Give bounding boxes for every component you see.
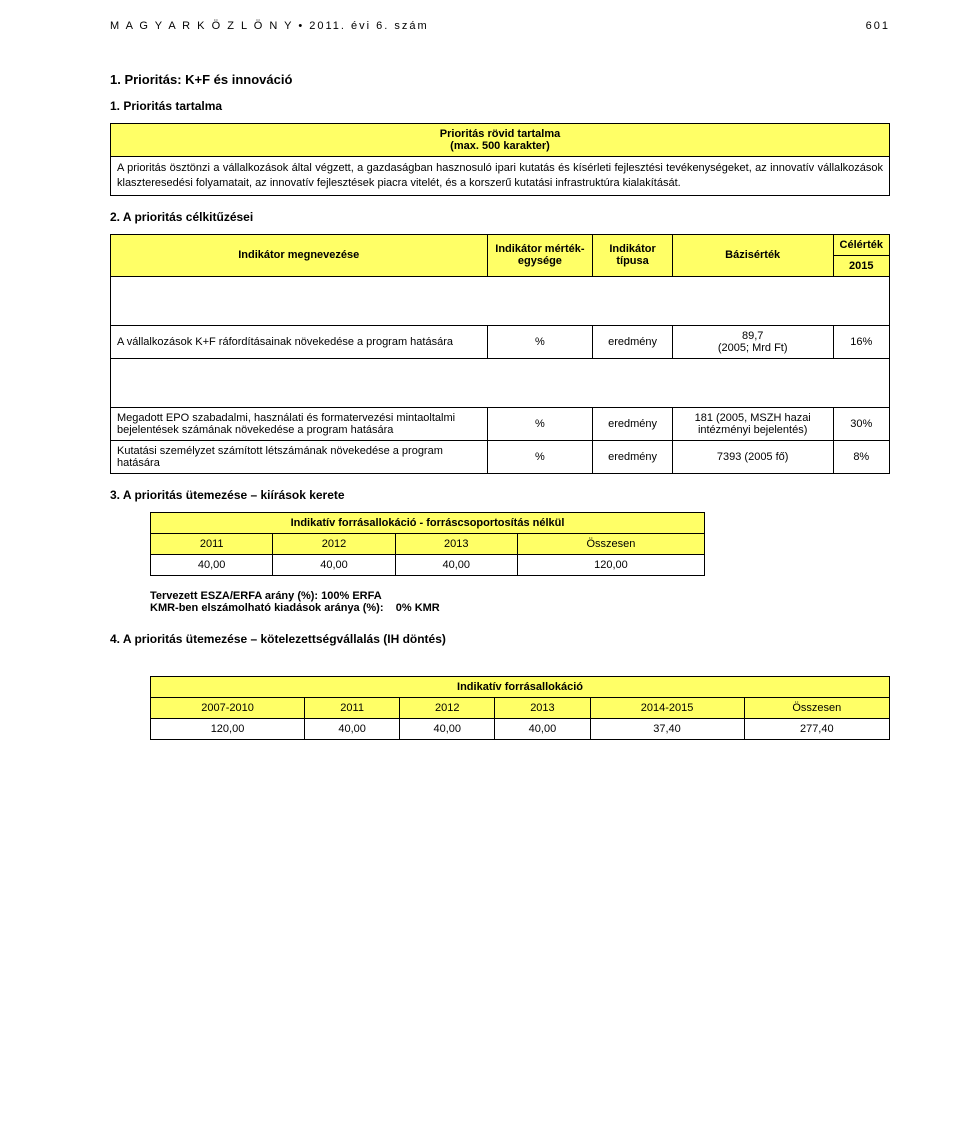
- alloc1-title: Indikatív forrásallokáció - forráscsopor…: [151, 512, 705, 533]
- indic-cell-type: eredmény: [593, 407, 673, 440]
- erfa-line-1: Tervezett ESZA/ERFA arány (%): 100% ERFA: [150, 590, 890, 602]
- indic-h-target-a: Célérték: [833, 234, 889, 255]
- alloc1-v0: 40,00: [151, 554, 273, 575]
- header-left: M A G Y A R K Ö Z L Ö N Y • 2011. évi 6.…: [110, 20, 429, 32]
- alloc2-h3: 2013: [495, 697, 590, 718]
- indic-h-type: Indikátor típusa: [593, 234, 673, 276]
- alloc2-v1: 40,00: [305, 718, 400, 739]
- indic-cell-name: A vállalkozások K+F ráfordításainak növe…: [111, 325, 488, 358]
- alloc1-h1: 2012: [273, 533, 395, 554]
- sub-4-title: 4. A prioritás ütemezése – kötelezettség…: [110, 632, 890, 646]
- page: M A G Y A R K Ö Z L Ö N Y • 2011. évi 6.…: [0, 0, 960, 784]
- indic-cell-target: 8%: [833, 440, 889, 473]
- alloc2-v2: 40,00: [400, 718, 495, 739]
- alloc2-h1: 2011: [305, 697, 400, 718]
- indic-h-base: Bázisérték: [672, 234, 833, 276]
- alloc1-v1: 40,00: [273, 554, 395, 575]
- erfa-line-2-label: KMR-ben elszámolható kiadások aránya (%)…: [150, 602, 384, 614]
- alloc2-v0: 120,00: [151, 718, 305, 739]
- priority-box-header: Prioritás rövid tartalma (max. 500 karak…: [111, 124, 890, 157]
- alloc1-v2: 40,00: [395, 554, 517, 575]
- erfa-line-2-value: 0% KMR: [396, 602, 440, 614]
- alloc2-h0: 2007-2010: [151, 697, 305, 718]
- alloc-table-1: Indikatív forrásallokáció - forráscsopor…: [150, 512, 705, 576]
- indic-cell-target: 30%: [833, 407, 889, 440]
- alloc2-v5: 277,40: [744, 718, 889, 739]
- erfa-line-2: KMR-ben elszámolható kiadások aránya (%)…: [150, 602, 890, 614]
- alloc1-v3: 120,00: [517, 554, 704, 575]
- indic-cell-name: Kutatási személyzet számított létszámána…: [111, 440, 488, 473]
- section-title: 1. Prioritás: K+F és innováció: [110, 72, 890, 87]
- priority-box-header-line1: Prioritás rövid tartalma: [117, 128, 883, 140]
- priority-box-header-line2: (max. 500 karakter): [117, 140, 883, 152]
- indicator-table: Indikátor megnevezése Indikátor mérték-e…: [110, 234, 890, 474]
- indic-row-1: Megadott EPO szabadalmi, használati és f…: [111, 407, 890, 440]
- alloc2-h4: 2014-2015: [590, 697, 744, 718]
- alloc1-h0: 2011: [151, 533, 273, 554]
- indic-cell-target: 16%: [833, 325, 889, 358]
- indic-h-target-b: 2015: [833, 255, 889, 276]
- indic-cell-unit: %: [487, 325, 593, 358]
- indic-h-name: Indikátor megnevezése: [111, 234, 488, 276]
- alloc2-v3: 40,00: [495, 718, 590, 739]
- page-header: M A G Y A R K Ö Z L Ö N Y • 2011. évi 6.…: [110, 20, 890, 32]
- alloc1-h3: Összesen: [517, 533, 704, 554]
- alloc2-h5: Összesen: [744, 697, 889, 718]
- indic-cell-base: 7393 (2005 fő): [672, 440, 833, 473]
- indic-spacer-row: [111, 358, 890, 407]
- indic-cell-unit: %: [487, 440, 593, 473]
- sub-2-title: 2. A prioritás célkitűzései: [110, 210, 890, 224]
- sub-3-title: 3. A prioritás ütemezése – kiírások kere…: [110, 488, 890, 502]
- alloc2-title: Indikatív forrásallokáció: [151, 676, 890, 697]
- header-right: 601: [866, 20, 890, 32]
- indic-h-unit: Indikátor mérték-egysége: [487, 234, 593, 276]
- indic-cell-type: eredmény: [593, 325, 673, 358]
- sub-1-title: 1. Prioritás tartalma: [110, 99, 890, 113]
- indic-cell-unit: %: [487, 407, 593, 440]
- priority-box-body: A prioritás ösztönzi a vállalkozások ált…: [111, 157, 890, 196]
- indic-row-2: Kutatási személyzet számított létszámána…: [111, 440, 890, 473]
- indic-cell-base: 89,7 (2005; Mrd Ft): [672, 325, 833, 358]
- alloc1-h2: 2013: [395, 533, 517, 554]
- indic-cell-name: Megadott EPO szabadalmi, használati és f…: [111, 407, 488, 440]
- indic-cell-type: eredmény: [593, 440, 673, 473]
- indic-cell-base: 181 (2005, MSZH hazai intézményi bejelen…: [672, 407, 833, 440]
- alloc2-v4: 37,40: [590, 718, 744, 739]
- alloc2-h2: 2012: [400, 697, 495, 718]
- indic-spacer-row: [111, 276, 890, 325]
- priority-box-table: Prioritás rövid tartalma (max. 500 karak…: [110, 123, 890, 196]
- alloc-table-2: Indikatív forrásallokáció 2007-2010 2011…: [150, 676, 890, 740]
- indic-row-0: A vállalkozások K+F ráfordításainak növe…: [111, 325, 890, 358]
